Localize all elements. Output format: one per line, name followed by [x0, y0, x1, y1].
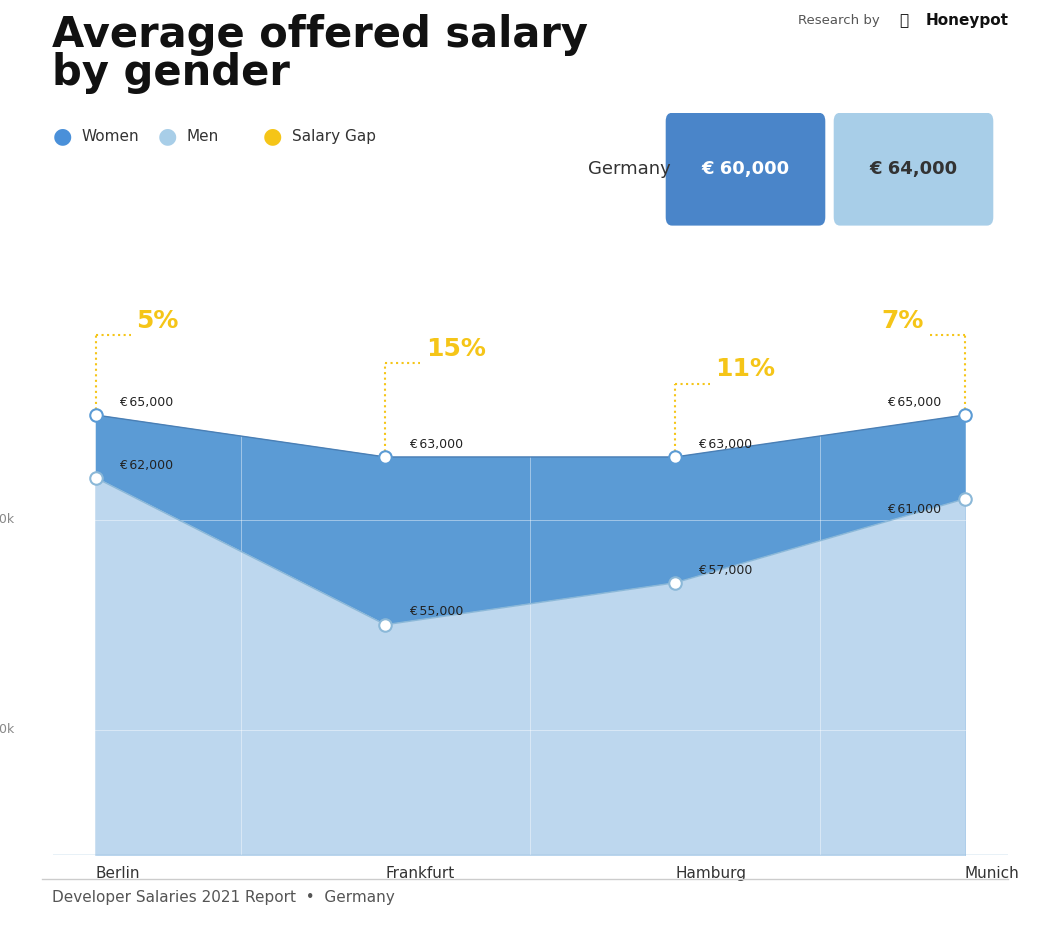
- Text: Munich: Munich: [965, 866, 1020, 881]
- Text: Men: Men: [187, 129, 219, 144]
- Text: € 61,000: € 61,000: [887, 503, 942, 516]
- Text: 🍯: 🍯: [899, 13, 908, 28]
- Text: € 62,000: € 62,000: [119, 459, 173, 472]
- Text: ●: ●: [52, 126, 71, 147]
- Text: € 63,000: € 63,000: [408, 438, 463, 450]
- Text: € 63,000: € 63,000: [698, 438, 752, 450]
- Text: € 64,000: € 64,000: [869, 160, 958, 179]
- Text: 11%: 11%: [715, 357, 776, 382]
- Text: € 57,000: € 57,000: [698, 563, 753, 576]
- Text: € 60,000: € 60,000: [701, 160, 790, 179]
- FancyBboxPatch shape: [666, 113, 825, 226]
- Text: 60k: 60k: [0, 513, 15, 526]
- Text: 7%: 7%: [882, 309, 924, 334]
- Text: Frankfurt: Frankfurt: [385, 866, 455, 881]
- Text: Hamburg: Hamburg: [675, 866, 745, 881]
- Text: Germany: Germany: [588, 160, 671, 179]
- FancyBboxPatch shape: [834, 113, 993, 226]
- Text: by gender: by gender: [52, 52, 291, 94]
- Text: Developer Salaries 2021 Report  •  Germany: Developer Salaries 2021 Report • Germany: [52, 890, 395, 905]
- Text: € 65,000: € 65,000: [119, 396, 173, 409]
- Text: Women: Women: [82, 129, 140, 144]
- Text: Berlin: Berlin: [96, 866, 141, 881]
- Text: Honeypot: Honeypot: [926, 13, 1009, 28]
- Text: ●: ●: [158, 126, 176, 147]
- Text: Salary Gap: Salary Gap: [292, 129, 376, 144]
- Text: 5%: 5%: [136, 309, 178, 334]
- Text: € 55,000: € 55,000: [408, 605, 463, 619]
- Text: ●: ●: [262, 126, 281, 147]
- Text: Research by: Research by: [798, 14, 880, 27]
- Text: Average offered salary: Average offered salary: [52, 14, 588, 56]
- Text: 50k: 50k: [0, 723, 15, 736]
- Text: € 65,000: € 65,000: [887, 396, 942, 409]
- Text: 15%: 15%: [426, 337, 486, 361]
